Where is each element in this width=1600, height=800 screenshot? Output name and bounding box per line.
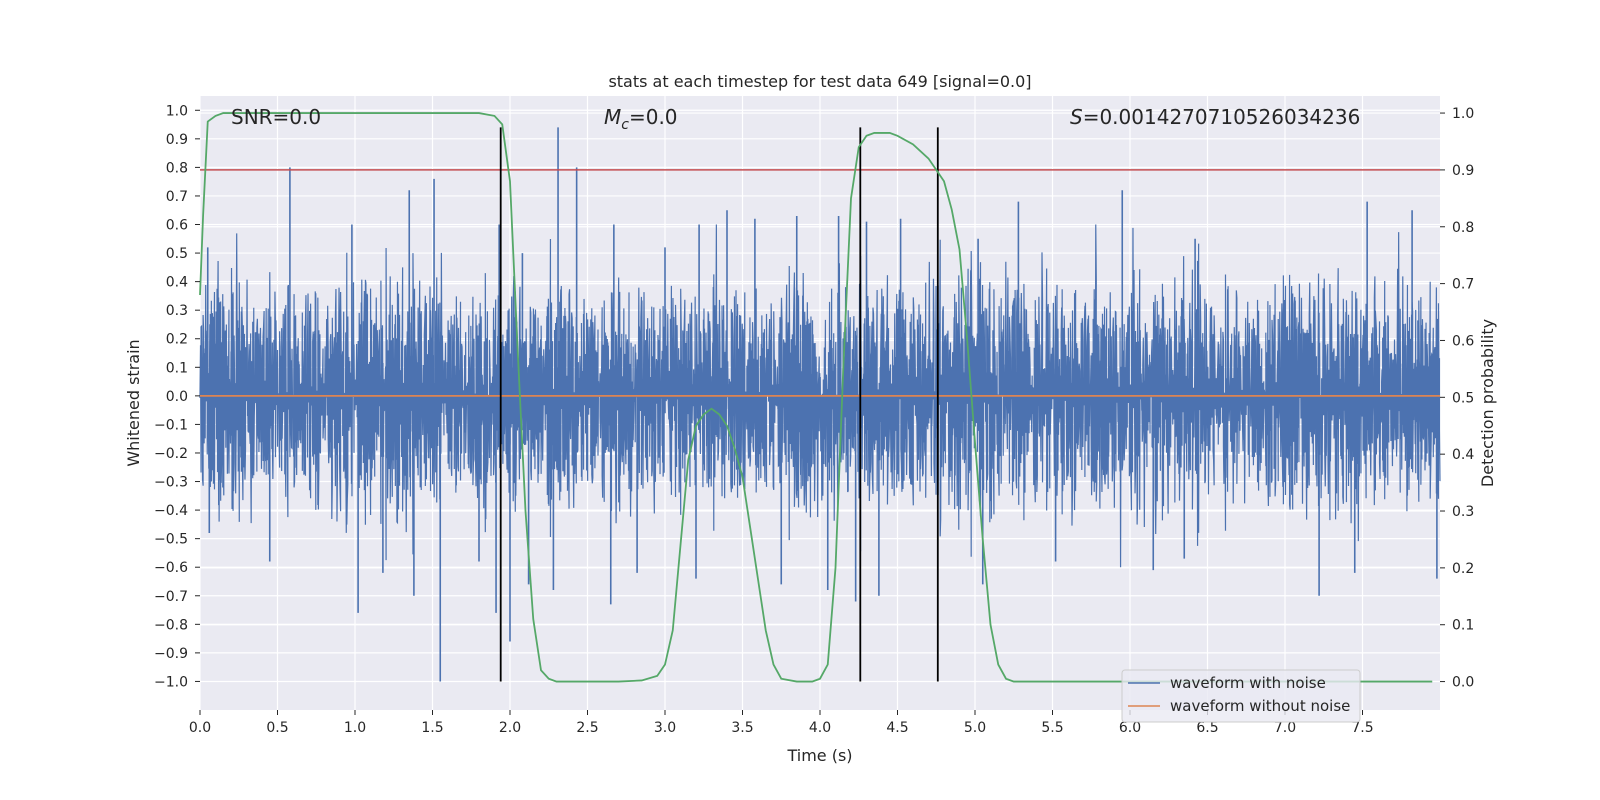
s-value: =0.0014270710526034236 [1083,105,1361,129]
x-tick-label: 0.5 [266,720,288,736]
y-right-tick-label: 0.4 [1452,447,1474,463]
y-tick-label: −0.9 [154,646,188,662]
x-tick-label: 3.5 [731,720,753,736]
detection-probability-line [199,112,1433,683]
noise-series [199,127,1441,682]
x-tick-label: 2.5 [576,720,598,736]
x-tick-label: 5.0 [964,720,986,736]
y-right-tick-label: 0.9 [1452,163,1474,179]
mc-value: =0.0 [629,105,678,129]
x-tick-label: 1.5 [421,720,443,736]
y-tick-label: 0.9 [166,132,188,148]
snr-annotation: SNR=0.0 [231,105,321,129]
y-tick-label: −0.7 [154,589,188,605]
legend-label-noise: waveform with noise [1170,674,1326,692]
y-right-tick-label: 0.3 [1452,504,1474,520]
legend: waveform with noise waveform without noi… [1121,669,1361,723]
x-tick-label: 3.0 [654,720,676,736]
x-tick-label: 6.0 [1119,720,1141,736]
axes: 0.0 0.5 1.0 1.5 2.0 2.5 3.0 3.5 4.0 4.5 5.0 5.5 6.0 6… [154,103,1474,736]
y-right-tick-label: 0.0 [1452,675,1474,691]
s-annotation: S=0.0014270710526034236 [1070,105,1360,129]
mc-symbol: M [604,105,621,129]
y-right-tick-label: 0.5 [1452,390,1474,406]
y-tick-label: −0.5 [154,532,188,548]
y-right-tick-label: 0.7 [1452,277,1474,293]
y-right-tick-label: 0.1 [1452,618,1474,634]
y-right-tick-label: 0.6 [1452,333,1474,349]
y-tick-label: 0.2 [166,332,188,348]
x-tick-label: 2.0 [499,720,521,736]
y-tick-label: −0.4 [154,503,188,519]
y-tick-label: −1.0 [154,674,188,690]
y-right-axis-label: Detection probability [1478,319,1497,487]
x-tick-label: 7.5 [1351,720,1373,736]
s-symbol: S [1070,105,1083,129]
x-tick-label: 7.0 [1274,720,1296,736]
legend-box [1121,669,1361,723]
x-tick-label: 5.5 [1041,720,1063,736]
y-tick-label: 0.0 [166,389,188,405]
y-tick-label: −0.6 [154,560,188,576]
y-right-tick-label: 0.8 [1452,220,1474,236]
y-axis-label: Whitened strain [124,339,143,466]
y-tick-label: −0.3 [154,475,188,491]
x-tick-label: 4.0 [809,720,831,736]
x-tick-label: 4.5 [886,720,908,736]
y-tick-label: 0.4 [166,275,188,291]
y-tick-label: 0.5 [166,246,188,262]
y-right-tick-label: 0.2 [1452,561,1474,577]
chart-title: stats at each timestep for test data 649… [608,72,1031,91]
legend-label-clean: waveform without noise [1170,697,1350,715]
mc-subscript: c [621,117,629,133]
series-lines [199,112,1440,683]
y-tick-label: −0.8 [154,617,188,633]
y-tick-label: 0.8 [166,160,188,176]
y-tick-label: −0.2 [154,446,188,462]
y-tick-label: 0.3 [166,303,188,319]
x-axis-label: Time (s) [786,746,852,765]
y-tick-label: 0.6 [166,218,188,234]
y-tick-label: 0.7 [166,189,188,205]
x-tick-label: 0.0 [189,720,211,736]
y-tick-label: 1.0 [166,103,188,119]
y-tick-label: 0.1 [166,360,188,376]
y-right-tick-label: 1.0 [1452,106,1474,122]
y-tick-label: −0.1 [154,417,188,433]
x-tick-label: 1.0 [344,720,366,736]
x-tick-label: 6.5 [1196,720,1218,736]
mc-annotation: Mc=0.0 [604,105,678,133]
